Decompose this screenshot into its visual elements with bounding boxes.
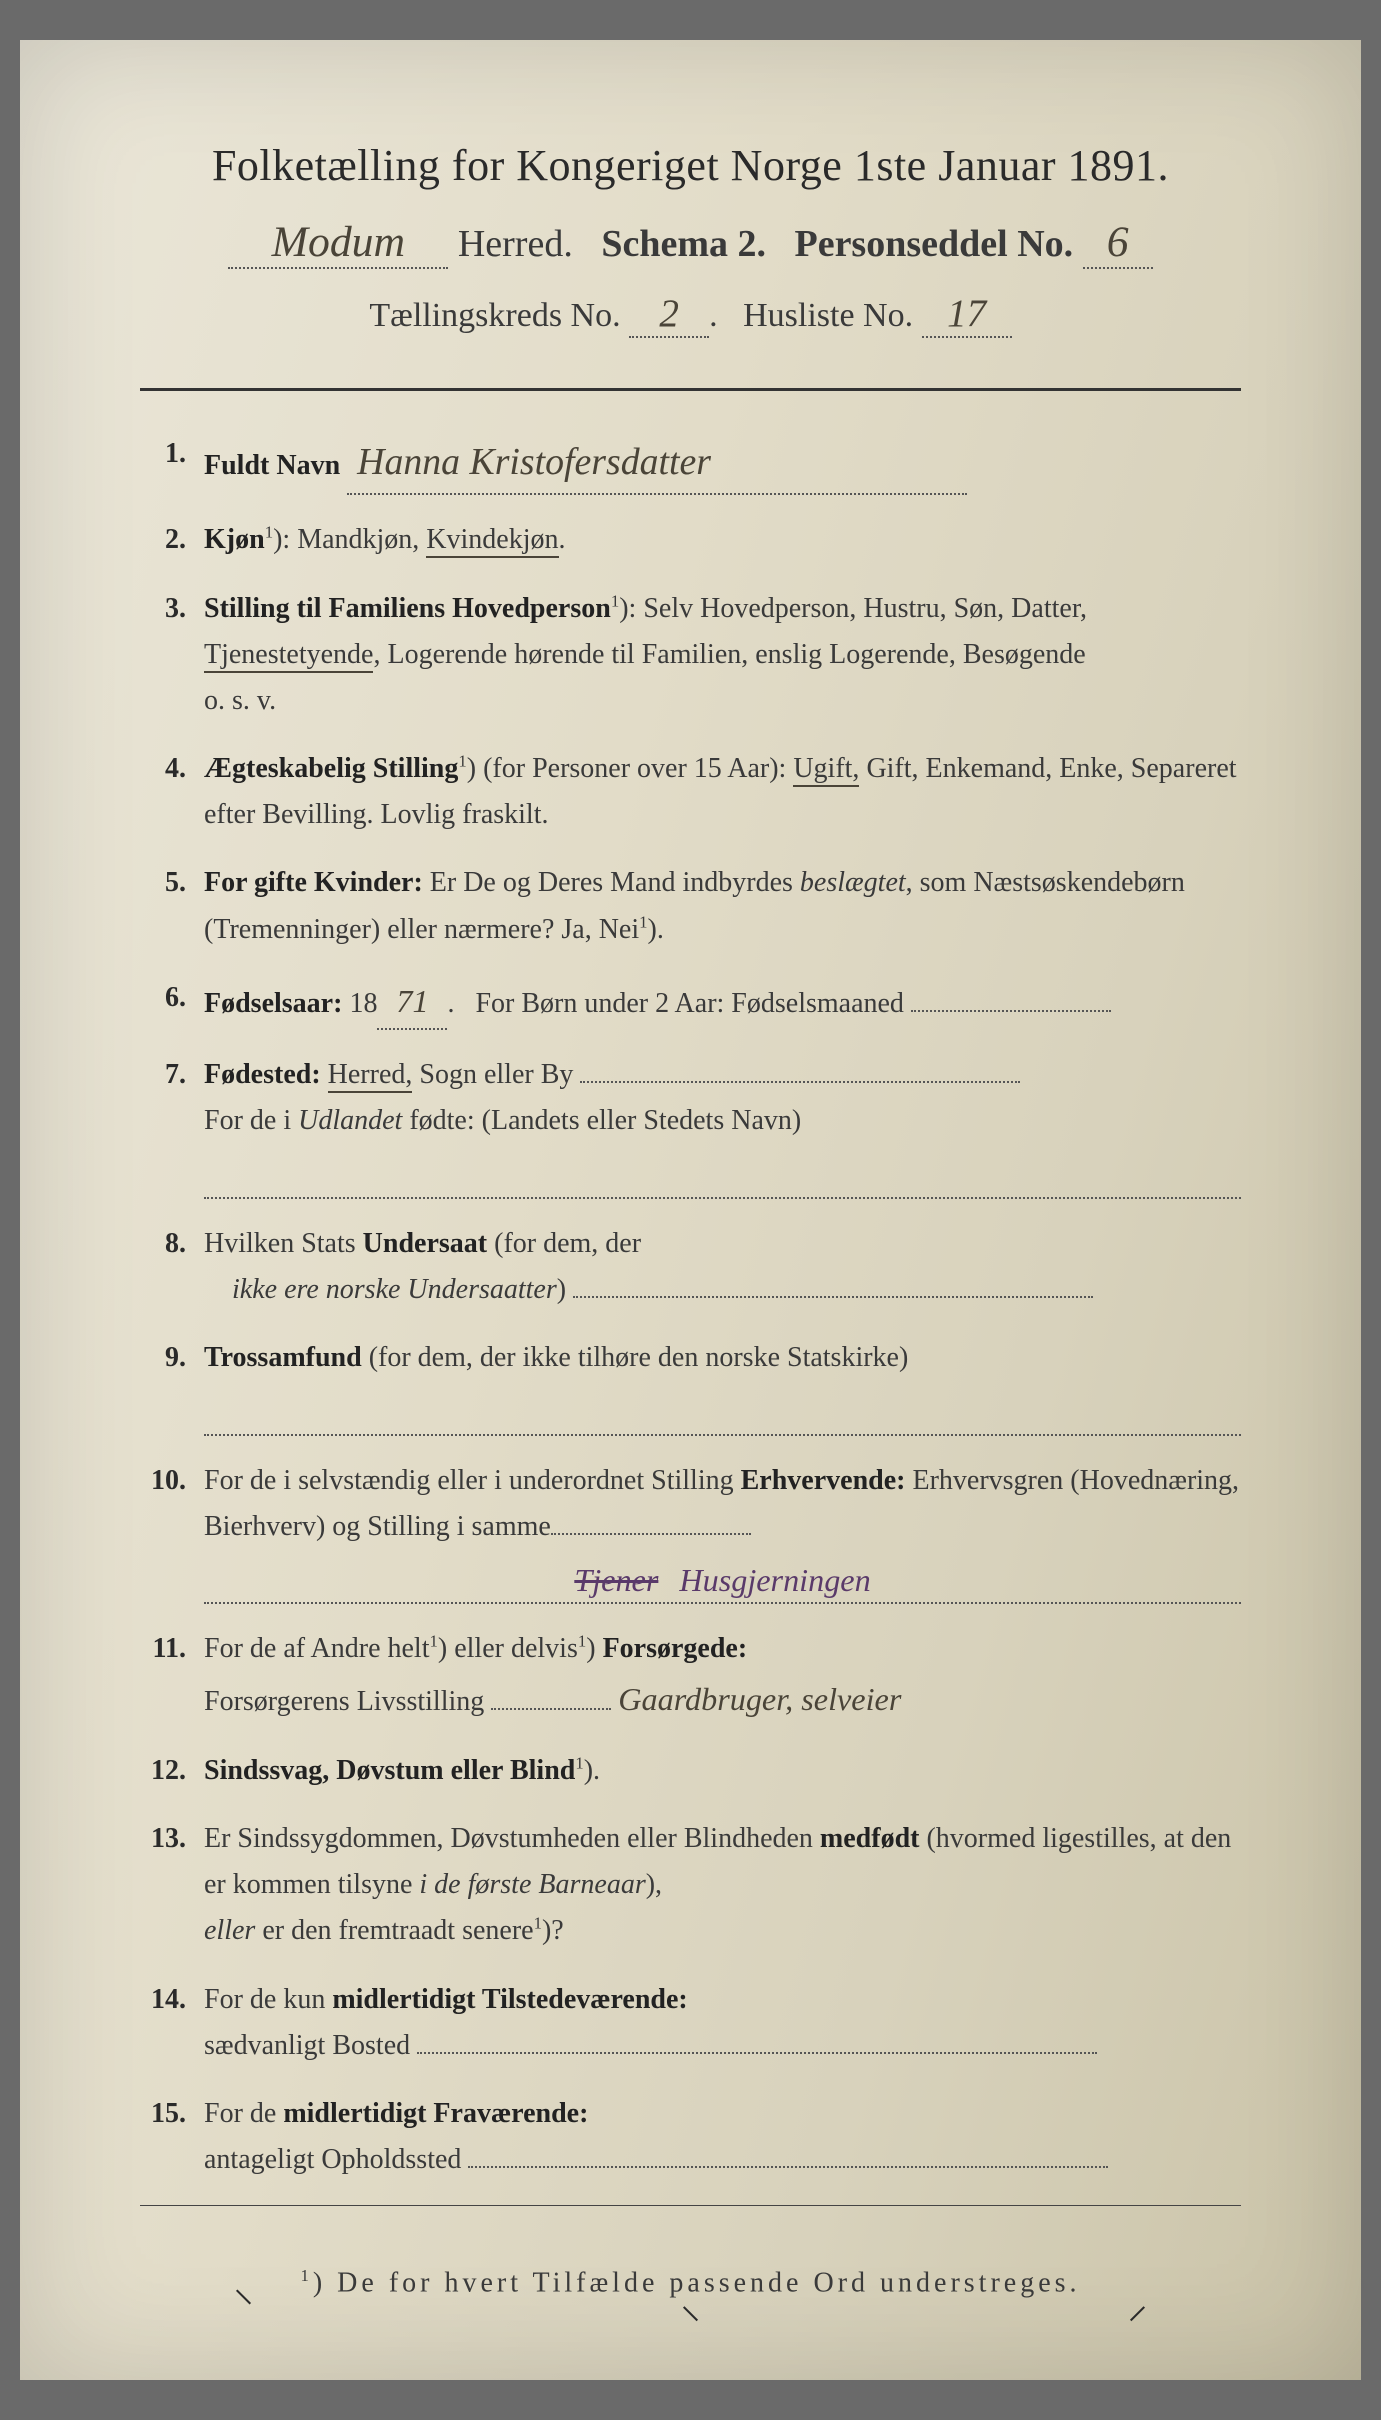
birth-year: 71: [377, 975, 447, 1030]
header-divider: [140, 388, 1241, 391]
herred-label: Herred.: [458, 223, 573, 265]
occupation-value: Husgjerningen: [679, 1562, 870, 1598]
paper-marks: ⸌⸜⸝: [20, 2275, 1361, 2330]
sub-title-1: Modum Herred. Schema 2. Personseddel No.…: [140, 217, 1241, 269]
item-1: 1. Fuldt Navn Hanna Kristofersdatter: [140, 431, 1241, 495]
item-4: 4. Ægteskabelig Stilling1) (for Personer…: [140, 746, 1241, 838]
full-name-value: Hanna Kristofersdatter: [347, 431, 967, 495]
marital-selected: Ugift,: [793, 753, 859, 787]
item-6: 6. Fødselsaar: 1871. For Børn under 2 Aa…: [140, 975, 1241, 1030]
sex-selected: Kvindekjøn: [426, 524, 558, 558]
birthplace-selected: Herred,: [328, 1059, 413, 1093]
husliste-label: Husliste No.: [743, 297, 913, 334]
item-3: 3. Stilling til Familiens Hovedperson1):…: [140, 586, 1241, 725]
relation-selected: Tjenestetyende: [204, 639, 373, 673]
item-8: 8. Hvilken Stats Undersaat (for dem, der…: [140, 1221, 1241, 1313]
personseddel-label: Personseddel No.: [794, 223, 1073, 265]
item-9: 9. Trossamfund (for dem, der ikke tilhør…: [140, 1335, 1241, 1436]
herred-value: Modum: [228, 217, 448, 269]
footer-divider: [140, 2205, 1241, 2206]
provider-value: Gaardbruger, selveier: [618, 1681, 901, 1717]
kreds-label: Tællingskreds No.: [369, 297, 620, 334]
item-12: 12. Sindssvag, Døvstum eller Blind1).: [140, 1748, 1241, 1794]
husliste-value: 17: [922, 291, 1012, 338]
schema-label: Schema 2.: [601, 223, 766, 265]
item-11: 11. For de af Andre helt1) eller delvis1…: [140, 1626, 1241, 1725]
form-items: 1. Fuldt Navn Hanna Kristofersdatter 2. …: [140, 431, 1241, 2183]
item-7: 7. Fødested: Herred, Sogn eller By For d…: [140, 1052, 1241, 1199]
personseddel-value: 6: [1083, 217, 1153, 269]
item-15: 15. For de midlertidigt Fraværende: anta…: [140, 2091, 1241, 2183]
item-2: 2. Kjøn1): Mandkjøn, Kvindekjøn.: [140, 517, 1241, 563]
main-title: Folketælling for Kongeriget Norge 1ste J…: [140, 140, 1241, 191]
form-header: Folketælling for Kongeriget Norge 1ste J…: [140, 140, 1241, 338]
kreds-value: 2: [629, 291, 709, 338]
item-5: 5. For gifte Kvinder: Er De og Deres Man…: [140, 860, 1241, 952]
item-10: 10. For de i selvstændig eller i underor…: [140, 1458, 1241, 1605]
occupation-struck: Tjener: [574, 1562, 658, 1598]
sub-title-2: Tællingskreds No. 2. Husliste No. 17: [140, 291, 1241, 338]
census-form-page: Folketælling for Kongeriget Norge 1ste J…: [20, 40, 1361, 2380]
item-13: 13. Er Sindssygdommen, Døvstumheden elle…: [140, 1816, 1241, 1955]
item-14: 14. For de kun midlertidigt Tilstedevære…: [140, 1977, 1241, 2069]
